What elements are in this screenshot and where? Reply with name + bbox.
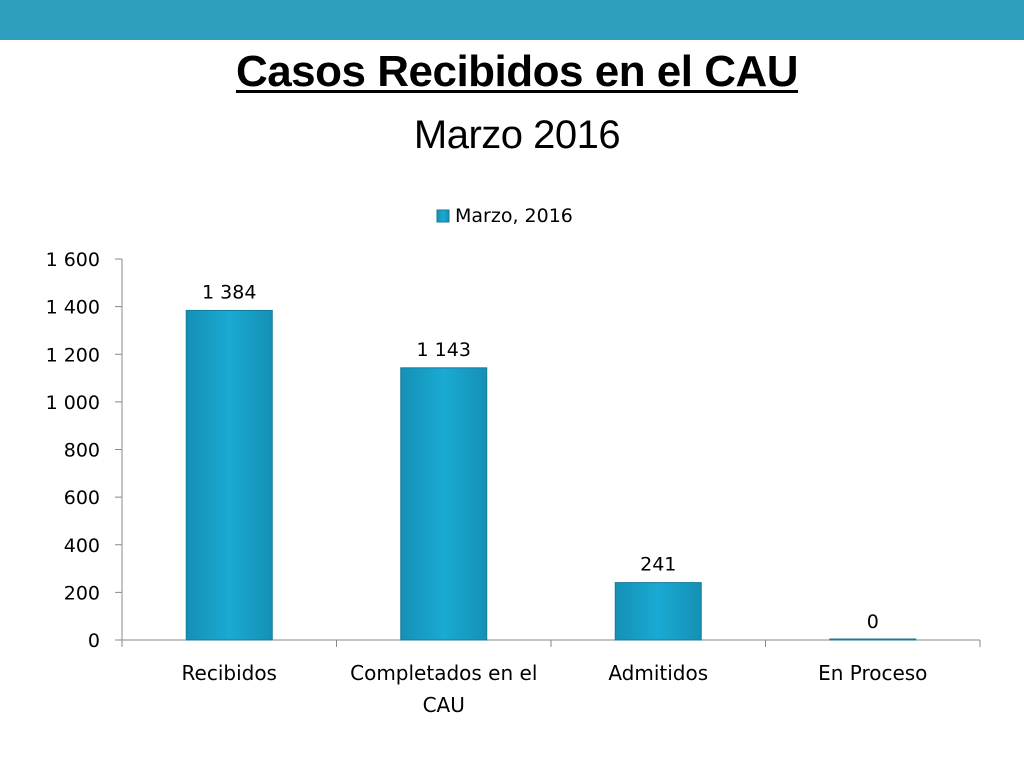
chart-labels: 1 384 Recibidos 1 143 Completados en el CAU 2… <box>182 281 928 717</box>
y-tick-label: 400 <box>64 535 100 557</box>
y-tick-label: 0 <box>88 630 100 652</box>
chart-bars <box>185 309 917 641</box>
chart-legend: Marzo, 2016 <box>436 205 573 227</box>
top-accent-bar <box>0 0 1024 40</box>
x-tick-label: Recibidos <box>182 661 277 685</box>
x-tick-label: Admitidos <box>608 661 708 685</box>
y-tick-label: 800 <box>64 440 100 462</box>
data-label: 241 <box>640 554 676 576</box>
y-tick-label: 1 400 <box>46 297 100 319</box>
data-label: 0 <box>867 611 879 633</box>
data-label: 1 143 <box>417 339 471 361</box>
slide-title: Casos Recibidos en el CAU <box>235 47 799 96</box>
bar <box>400 367 488 641</box>
y-tick-label: 200 <box>64 582 100 604</box>
x-tick-label: Completados en el CAU <box>350 661 537 717</box>
y-tick-label: 600 <box>64 487 100 509</box>
legend-label: Marzo, 2016 <box>455 205 573 227</box>
legend-swatch <box>436 209 450 223</box>
y-tick-label: 1 000 <box>46 392 100 414</box>
x-tick-label: En Proceso <box>818 661 927 685</box>
bar <box>829 638 917 641</box>
slide-subtitle: Marzo 2016 <box>413 113 621 157</box>
y-tick-label: 1 600 <box>46 249 100 271</box>
bar <box>185 309 273 641</box>
y-tick-label: 1 200 <box>46 344 100 366</box>
bar <box>614 582 702 641</box>
data-label: 1 384 <box>202 281 256 303</box>
